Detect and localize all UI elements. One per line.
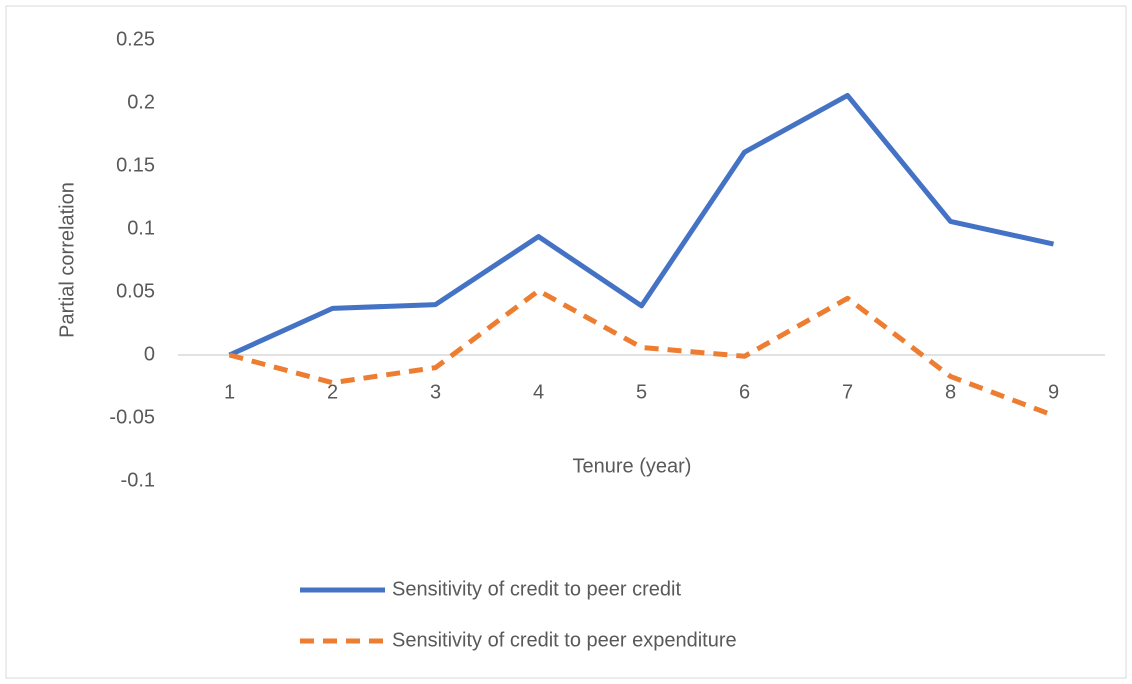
y-axis-title: Partial correlation bbox=[56, 182, 78, 338]
x-tick-label: 4 bbox=[533, 381, 544, 403]
x-tick-label: 8 bbox=[945, 381, 956, 403]
chart-frame bbox=[5, 5, 1127, 679]
x-tick-label: 7 bbox=[842, 381, 853, 403]
y-tick-label: 0.25 bbox=[116, 28, 155, 50]
y-tick-label: -0.1 bbox=[121, 469, 155, 491]
series-line bbox=[228, 92, 1055, 358]
x-tick-label: 3 bbox=[430, 381, 441, 403]
series-line bbox=[228, 288, 1055, 418]
x-tick-label: 5 bbox=[636, 381, 647, 403]
x-tick-label: 6 bbox=[739, 381, 750, 403]
y-tick-label: 0.1 bbox=[127, 217, 155, 239]
x-axis-title: Tenure (year) bbox=[573, 455, 692, 477]
x-tick-label: 9 bbox=[1048, 381, 1059, 403]
legend-label: Sensitivity of credit to peer expenditur… bbox=[392, 629, 737, 651]
x-tick-label: 1 bbox=[224, 381, 235, 403]
legend-label: Sensitivity of credit to peer credit bbox=[392, 578, 681, 600]
y-tick-label: 0 bbox=[144, 343, 155, 365]
y-tick-label: 0.05 bbox=[116, 280, 155, 302]
y-tick-label: -0.05 bbox=[109, 406, 155, 428]
y-tick-label: 0.2 bbox=[127, 91, 155, 113]
x-tick-label: 2 bbox=[327, 381, 338, 403]
y-tick-label: 0.15 bbox=[116, 154, 155, 176]
